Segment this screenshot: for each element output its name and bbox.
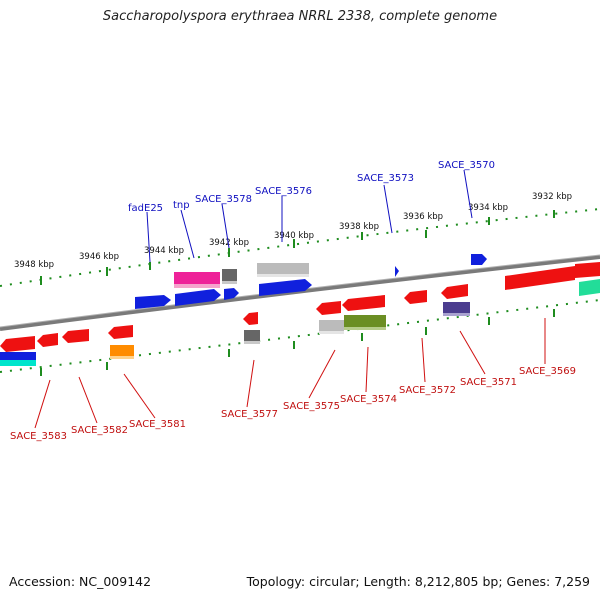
gene-sace3576b <box>259 279 312 296</box>
gene-sace3581b <box>110 345 134 356</box>
gene-sace3576 <box>257 263 309 274</box>
gene-sace3571b <box>443 302 470 313</box>
bottom-major-ticks <box>40 309 555 376</box>
gene-tnp <box>175 289 221 306</box>
top-tick-track <box>0 208 600 287</box>
tick-label: 3938 kbp <box>339 222 379 232</box>
gene-label: SACE_3581 <box>129 419 186 430</box>
gene-sace3573 <box>395 266 399 277</box>
gene-fadE25 <box>135 295 171 309</box>
genome-stats: Topology: circular; Length: 8,212,805 bp… <box>246 574 590 589</box>
bottom-tick-track <box>0 299 600 373</box>
map-title: Saccharopolyspora erythraea NRRL 2338, c… <box>102 9 498 24</box>
gene-sace3578 <box>222 269 237 281</box>
gene-label: SACE_3572 <box>399 385 456 396</box>
gene-label: SACE_3582 <box>71 425 128 436</box>
top-gene-labels: fadE25 tnp SACE_3578 SACE_3576 SACE_3573… <box>128 160 495 214</box>
gene-sace3578b <box>224 288 239 300</box>
gene-fadE25-region <box>174 272 220 284</box>
tick-label: 3942 kbp <box>209 238 249 248</box>
gene-sace3574b <box>344 315 386 327</box>
genes-bottom-outer[interactable] <box>0 302 470 366</box>
genes-top-inner[interactable] <box>135 279 312 309</box>
gene-label: SACE_3578 <box>195 194 252 205</box>
gene-sace3577b <box>244 330 260 341</box>
gene-sace3577 <box>243 312 258 325</box>
tick-labels: 3948 kbp 3946 kbp 3944 kbp 3942 kbp 3940… <box>14 192 572 270</box>
genes-top-outer[interactable] <box>174 254 600 296</box>
tick-label: 3936 kbp <box>403 212 443 222</box>
tick-label: 3934 kbp <box>468 203 508 213</box>
tick-label: 3944 kbp <box>144 246 184 256</box>
gene-sace3583 <box>0 336 35 352</box>
gene-label: fadE25 <box>128 203 163 214</box>
bottom-gene-labels: SACE_3583 SACE_3582 SACE_3581 SACE_3577 … <box>10 366 576 442</box>
gene-label: SACE_3570 <box>438 160 495 171</box>
gene-sace3572 <box>404 290 427 304</box>
tick-label: 3946 kbp <box>79 252 119 262</box>
major-ticks <box>40 210 555 285</box>
gene-label: SACE_3571 <box>460 377 517 388</box>
top-leaders <box>146 169 473 263</box>
gene-sace3575b <box>319 320 344 331</box>
gene-label: SACE_3577 <box>221 409 278 420</box>
gene-sace3571 <box>441 284 468 299</box>
tick-label: 3948 kbp <box>14 260 54 270</box>
genes-bottom-inner[interactable] <box>0 284 468 352</box>
gene-sace3569a <box>505 266 575 290</box>
gene-label: SACE_3576 <box>255 186 312 197</box>
tick-label: 3940 kbp <box>274 231 314 241</box>
gene-sace3583b <box>37 333 58 347</box>
gene-sace3570 <box>471 254 487 265</box>
gene-sace3575 <box>316 301 341 315</box>
gene-sace3581 <box>108 325 133 339</box>
bottom-leaders <box>34 318 546 429</box>
gene-label: SACE_3583 <box>10 431 67 442</box>
tick-label: 3932 kbp <box>532 192 572 202</box>
accession-text: Accession: NC_009142 <box>9 574 152 589</box>
gene-sace3574 <box>342 295 385 311</box>
gene-label: SACE_3573 <box>357 173 414 184</box>
gene-sace3582 <box>62 329 89 343</box>
gene-label: SACE_3575 <box>283 401 340 412</box>
gene-label: SACE_3574 <box>340 394 397 405</box>
gene-label: SACE_3569 <box>519 366 576 377</box>
gene-label: tnp <box>173 200 190 211</box>
